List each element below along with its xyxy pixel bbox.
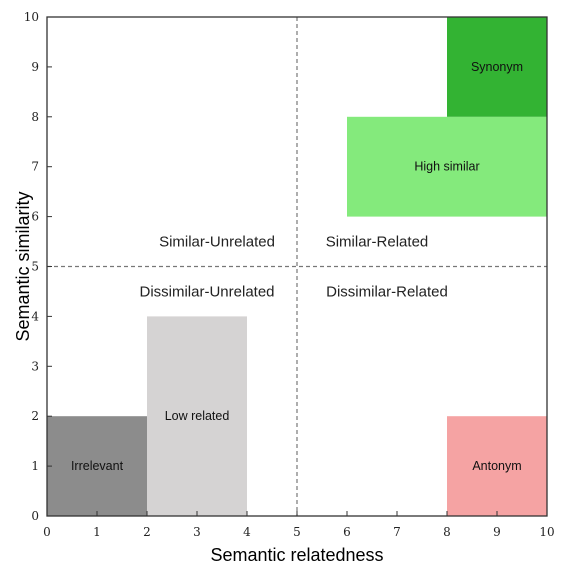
x-tick-label: 9 (493, 525, 501, 539)
x-tick-label: 6 (343, 525, 351, 539)
x-tick-label: 10 (539, 525, 554, 539)
y-tick-label: 5 (31, 260, 39, 274)
region-label-antonym: Antonym (472, 459, 521, 473)
region-label-irrelevant: Irrelevant (71, 459, 124, 473)
region-high-similar (347, 116, 547, 217)
y-tick-label: 3 (31, 359, 39, 373)
x-tick-label: 0 (43, 525, 51, 539)
region-label-synonym: Synonym (471, 60, 523, 74)
y-tick-label: 8 (31, 110, 39, 124)
y-tick-label: 9 (31, 60, 39, 74)
regions-layer: Irrelevant Low related Antonym High similar… (47, 17, 547, 516)
quadrant-label-similar-unrelated: Similar-Unrelated (159, 234, 275, 251)
y-tick-label: 6 (31, 210, 39, 224)
x-tick-label: 1 (93, 525, 101, 539)
x-tick-label: 8 (443, 525, 451, 539)
region-irrelevant (47, 416, 147, 516)
x-tick-label: 4 (243, 525, 251, 539)
region-label-low-related: Low related (165, 409, 230, 423)
region-low-related (147, 316, 247, 516)
y-tick-label: 4 (31, 309, 39, 323)
quadrant-labels-layer: Similar-Unrelated Similar-Related Dissimil… (139, 234, 447, 301)
y-tick-label: 0 (31, 509, 39, 523)
quadrant-label-dissimilar-unrelated: Dissimilar-Unrelated (139, 283, 274, 300)
x-tick-label: 3 (193, 525, 201, 539)
quadrant-label-dissimilar-related: Dissimilar-Related (326, 283, 448, 300)
region-synonym (447, 17, 547, 117)
x-tick-label: 5 (293, 525, 301, 539)
y-axis-label: Semantic similarity (13, 191, 33, 341)
x-axis-label: Semantic relatedness (210, 545, 383, 565)
y-tick-label: 10 (24, 10, 39, 24)
quadrant-label-similar-related: Similar-Related (326, 234, 429, 251)
y-tick-label: 1 (31, 459, 39, 473)
ticks-layer: 0 1 2 3 4 5 6 7 8 9 10 0 1 2 3 4 5 6 7 8 9 10 (24, 10, 555, 539)
y-tick-label: 2 (31, 409, 39, 423)
reference-lines-layer (47, 17, 547, 516)
region-label-high-similar: High similar (414, 160, 479, 174)
y-tick-label: 7 (31, 160, 39, 174)
region-antonym (447, 416, 547, 516)
x-tick-label: 7 (393, 525, 401, 539)
x-tick-label: 2 (143, 525, 151, 539)
